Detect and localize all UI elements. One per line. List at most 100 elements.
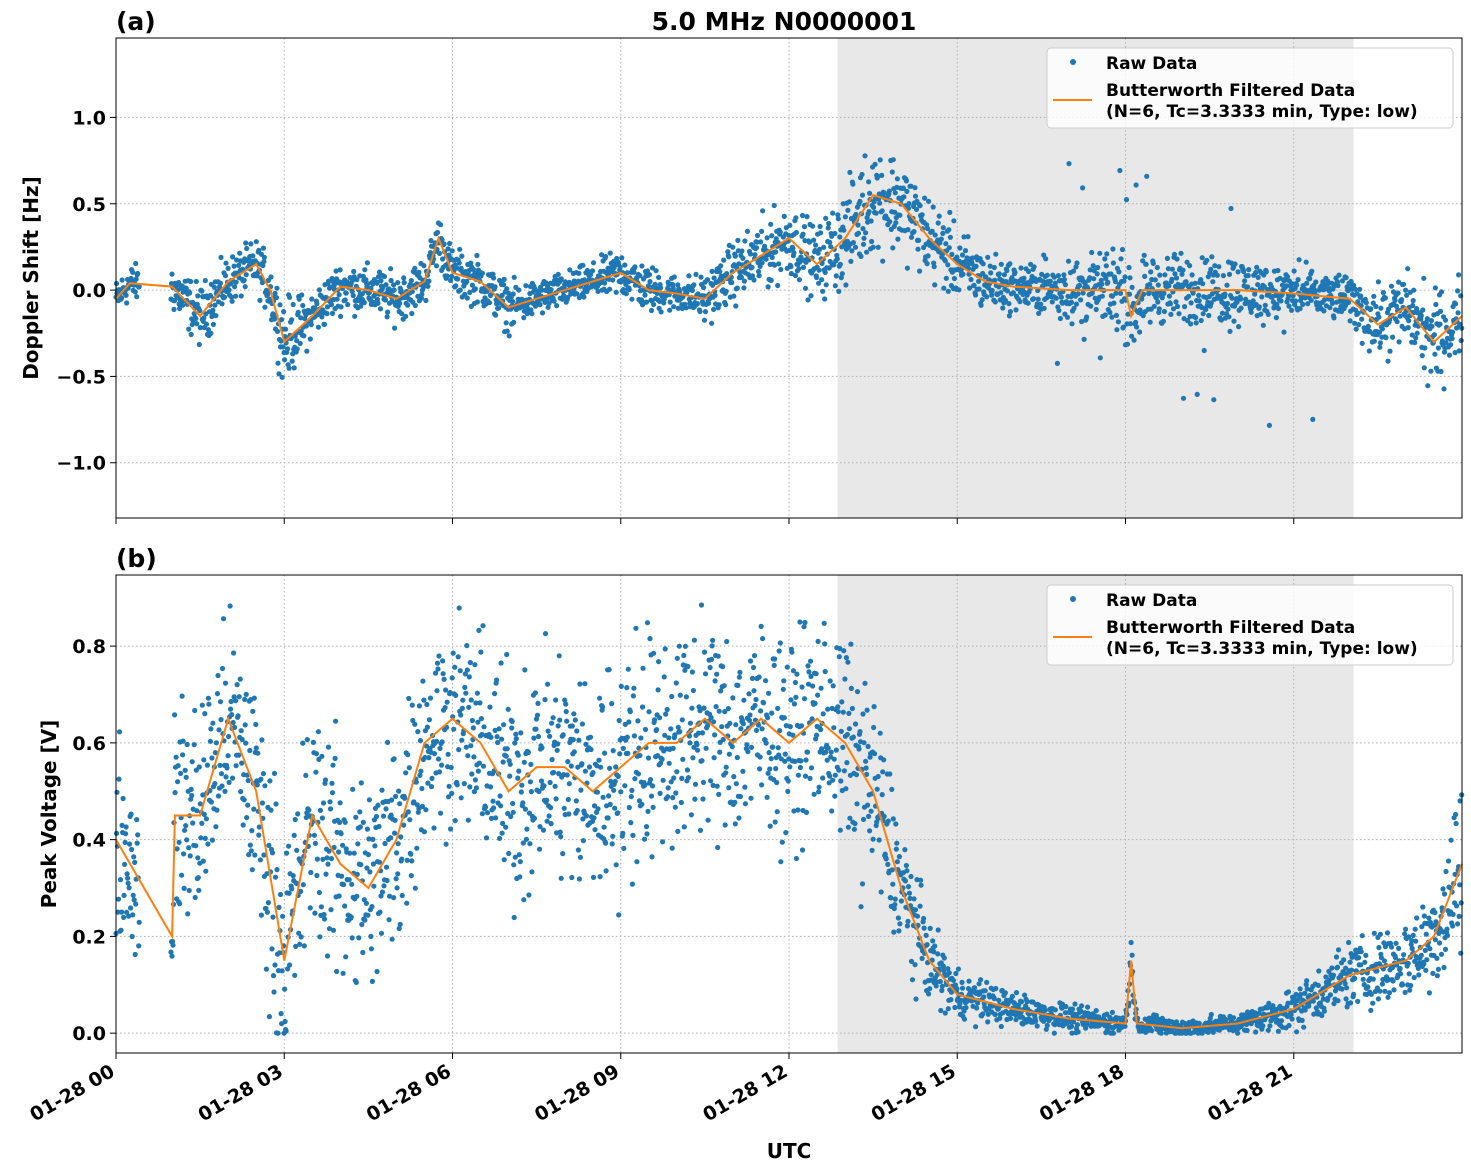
raw-data-point [753,696,759,703]
raw-data-point [782,751,788,757]
raw-data-point [189,792,195,799]
raw-data-point [877,157,883,163]
raw-data-point [914,913,921,919]
raw-data-point [435,756,442,762]
raw-data-point [597,695,603,701]
raw-data-point [272,962,278,968]
raw-data-point [438,222,444,228]
raw-data-point [136,943,142,949]
raw-data-point [670,795,676,801]
raw-data-point [793,215,799,221]
raw-data-point [618,683,624,690]
raw-data-point [548,805,554,811]
raw-data-point [626,804,632,811]
raw-data-point [956,287,962,293]
raw-data-point [406,695,412,702]
raw-data-point [1458,337,1464,344]
raw-data-point [1258,311,1264,317]
raw-data-point [1222,291,1228,297]
raw-data-point [1111,300,1117,306]
raw-data-point [535,733,542,740]
raw-data-point [838,275,844,281]
raw-data-point [466,674,472,680]
raw-data-point [652,717,658,723]
raw-data-point [355,841,361,847]
raw-data-point [594,789,601,795]
raw-data-point [788,271,795,277]
raw-data-point [747,712,753,718]
raw-data-point [171,306,177,312]
raw-data-point [1431,332,1437,338]
raw-data-point [712,678,718,684]
raw-data-point [1389,334,1396,340]
raw-data-point [238,728,244,734]
raw-data-point [241,277,247,283]
raw-data-point [1437,308,1444,314]
raw-data-point [1183,279,1189,285]
raw-data-point [699,758,705,764]
raw-data-point [1007,261,1013,267]
raw-data-point [458,712,464,718]
raw-data-point [278,1011,284,1017]
raw-data-point [945,1006,951,1012]
raw-data-point [121,892,127,899]
raw-data-point [1155,282,1161,288]
raw-data-point [527,779,534,785]
raw-data-point [733,781,739,787]
raw-data-point [815,692,821,698]
raw-data-point [963,1005,969,1011]
raw-data-point [276,371,282,377]
raw-data-point [1110,1030,1116,1036]
raw-data-point [237,676,243,682]
raw-data-point [343,954,349,960]
raw-data-point [320,800,327,806]
raw-data-point [1093,1008,1099,1014]
raw-data-point [699,730,706,736]
raw-data-point [850,240,857,246]
raw-data-point [778,266,784,273]
raw-data-point [234,257,240,263]
raw-data-point [130,269,136,275]
raw-data-point [631,269,637,275]
raw-data-point [739,248,745,254]
raw-data-point [686,273,692,279]
raw-data-point [906,201,912,207]
raw-data-point [173,754,179,760]
raw-data-point [802,285,809,291]
raw-data-point [1069,321,1075,327]
y-tick-label: 0.6 [72,733,106,755]
raw-data-point [998,290,1004,296]
raw-data-point [749,675,756,682]
raw-data-point [475,261,481,267]
raw-data-point [393,793,399,800]
raw-data-point [467,784,473,790]
raw-data-point [1286,1022,1292,1029]
raw-data-point [1156,306,1162,312]
raw-data-point [656,274,662,280]
raw-data-point [452,664,458,670]
raw-data-point [729,744,735,750]
raw-data-point [409,310,415,317]
raw-data-point [916,237,922,243]
raw-data-point [905,227,911,233]
raw-data-point [225,753,231,759]
x-tick-label: 01-28 12 [699,1060,791,1126]
raw-data-point [495,739,501,746]
raw-data-point [576,737,582,743]
raw-data-point [449,790,455,797]
raw-data-point [714,671,720,677]
raw-data-point [1004,288,1011,294]
raw-data-point [1352,320,1358,326]
raw-data-point [374,280,380,286]
raw-data-point [953,970,959,977]
raw-data-point [1238,296,1244,302]
raw-data-point [466,704,472,710]
raw-data-point [672,804,678,810]
raw-data-point [769,710,775,716]
raw-data-point [268,274,274,280]
raw-data-point [499,736,505,742]
raw-data-point [1359,340,1365,346]
raw-data-point [700,779,707,786]
raw-data-point [499,830,505,836]
raw-data-point [918,877,924,883]
